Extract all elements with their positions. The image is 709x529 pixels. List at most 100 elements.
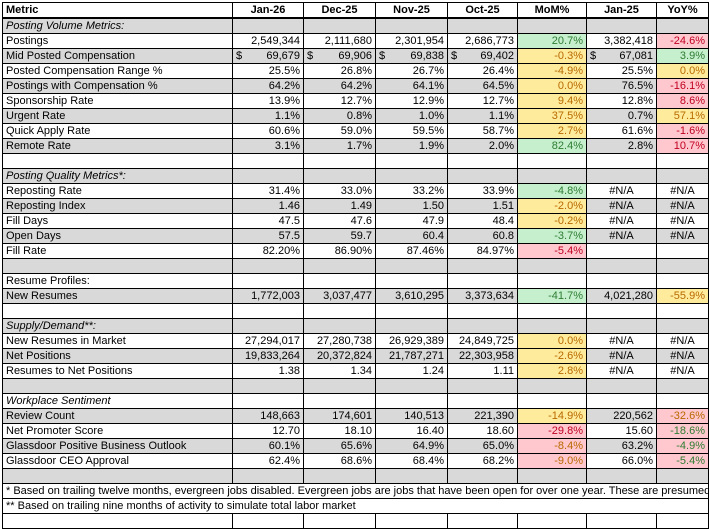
- value-dec-25[interactable]: 27,280,738: [303, 333, 376, 349]
- value-oct-25[interactable]: 221,390: [447, 408, 518, 424]
- value-jan-25[interactable]: 0.7%: [586, 108, 657, 124]
- value-dec-25[interactable]: 1.49: [303, 198, 376, 214]
- empty-cell[interactable]: [586, 378, 657, 394]
- value-jan-25[interactable]: #N/A: [586, 348, 657, 364]
- value-jan-26[interactable]: 27,294,017: [232, 333, 304, 349]
- empty-cell[interactable]: [303, 153, 376, 169]
- empty-cell[interactable]: [586, 468, 657, 484]
- value-dec-25[interactable]: 86.90%: [303, 243, 376, 259]
- value-nov-25[interactable]: 1.0%: [375, 108, 448, 124]
- value-oct-25[interactable]: 22,303,958: [447, 348, 518, 364]
- value-jan-26[interactable]: 19,833,264: [232, 348, 304, 364]
- value-mom[interactable]: -2.6%: [517, 348, 587, 364]
- value-yoy[interactable]: -16.1%: [656, 78, 709, 94]
- value-nov-25[interactable]: 21,787,271: [375, 348, 448, 364]
- value-jan-25[interactable]: 3,382,418: [586, 33, 657, 49]
- value-oct-25[interactable]: 48.4: [447, 213, 518, 229]
- value-jan-26[interactable]: 31.4%: [232, 183, 304, 199]
- value-yoy[interactable]: 3.9%: [656, 48, 709, 64]
- value-dec-25[interactable]: 47.6: [303, 213, 376, 229]
- value-mom[interactable]: -9.0%: [517, 453, 587, 469]
- empty-cell[interactable]: [656, 258, 709, 274]
- value-jan-25[interactable]: 4,021,280: [586, 288, 657, 304]
- value-yoy[interactable]: #N/A: [656, 183, 709, 199]
- metric-label[interactable]: Net Positions: [2, 348, 233, 364]
- column-header-jan-26[interactable]: Jan-26: [232, 2, 304, 19]
- value-jan-25[interactable]: 25.5%: [586, 63, 657, 79]
- empty-cell[interactable]: [303, 258, 376, 274]
- value-jan-25[interactable]: #N/A: [586, 213, 657, 229]
- empty-cell[interactable]: [303, 468, 376, 484]
- value-nov-25[interactable]: 47.9: [375, 213, 448, 229]
- value-mom[interactable]: -2.0%: [517, 198, 587, 214]
- value-dec-25[interactable]: 12.7%: [303, 93, 376, 109]
- metric-label[interactable]: Fill Days: [2, 213, 233, 229]
- empty-cell[interactable]: [232, 378, 304, 394]
- empty-cell[interactable]: [232, 468, 304, 484]
- metric-label[interactable]: Posted Compensation Range %: [2, 63, 233, 79]
- value-jan-26[interactable]: 148,663: [232, 408, 304, 424]
- empty-cell[interactable]: [447, 153, 518, 169]
- column-header-yoy-[interactable]: YoY%: [656, 2, 709, 19]
- empty-cell[interactable]: [2, 513, 233, 529]
- value-yoy[interactable]: #N/A: [656, 348, 709, 364]
- value-oct-25[interactable]: 64.5%: [447, 78, 518, 94]
- empty-cell[interactable]: [232, 393, 304, 409]
- metric-label[interactable]: Glassdoor CEO Approval: [2, 453, 233, 469]
- empty-cell[interactable]: [586, 273, 657, 289]
- empty-cell[interactable]: [375, 273, 448, 289]
- empty-cell[interactable]: [586, 17, 657, 34]
- value-oct-25[interactable]: 24,849,725: [447, 333, 518, 349]
- column-header-oct-25[interactable]: Oct-25: [447, 2, 518, 19]
- value-yoy[interactable]: #N/A: [656, 198, 709, 214]
- empty-cell[interactable]: [375, 303, 448, 319]
- empty-cell[interactable]: [232, 258, 304, 274]
- value-mom[interactable]: -3.7%: [517, 228, 587, 244]
- empty-cell[interactable]: [656, 318, 709, 334]
- column-header-nov-25[interactable]: Nov-25: [375, 2, 448, 19]
- value-jan-26[interactable]: 57.5: [232, 228, 304, 244]
- metric-label[interactable]: Postings: [2, 33, 233, 49]
- value-yoy[interactable]: -32.6%: [656, 408, 709, 424]
- empty-cell[interactable]: [586, 258, 657, 274]
- empty-cell[interactable]: [447, 303, 518, 319]
- value-nov-25[interactable]: 1.24: [375, 363, 448, 379]
- value-yoy[interactable]: 8.6%: [656, 93, 709, 109]
- value-nov-25[interactable]: 64.1%: [375, 78, 448, 94]
- value-jan-26[interactable]: 47.5: [232, 213, 304, 229]
- empty-cell[interactable]: [447, 168, 518, 184]
- empty-cell[interactable]: [586, 153, 657, 169]
- value-mom[interactable]: -4.8%: [517, 183, 587, 199]
- value-dec-25[interactable]: 59.7: [303, 228, 376, 244]
- empty-cell[interactable]: [375, 17, 448, 34]
- value-jan-26[interactable]: 13.9%: [232, 93, 304, 109]
- value-oct-25[interactable]: 58.7%: [447, 123, 518, 139]
- empty-cell[interactable]: [2, 468, 233, 484]
- empty-cell[interactable]: [303, 318, 376, 334]
- value-nov-25[interactable]: 16.40: [375, 423, 448, 439]
- value-nov-25[interactable]: 64.9%: [375, 438, 448, 454]
- metric-label[interactable]: Urgent Rate: [2, 108, 233, 124]
- value-jan-25[interactable]: #N/A: [586, 363, 657, 379]
- value-jan-25[interactable]: $67,081: [586, 48, 657, 64]
- value-jan-26[interactable]: 12.70: [232, 423, 304, 439]
- value-mom[interactable]: 9.4%: [517, 93, 587, 109]
- value-jan-26[interactable]: $69,679: [232, 48, 304, 64]
- metric-label[interactable]: New Resumes in Market: [2, 333, 233, 349]
- empty-cell[interactable]: [586, 393, 657, 409]
- value-nov-25[interactable]: 3,610,295: [375, 288, 448, 304]
- value-yoy[interactable]: -5.4%: [656, 453, 709, 469]
- value-jan-25[interactable]: 2.8%: [586, 138, 657, 154]
- value-nov-25[interactable]: 87.46%: [375, 243, 448, 259]
- empty-cell[interactable]: [303, 17, 376, 34]
- empty-cell[interactable]: [517, 17, 587, 34]
- empty-cell[interactable]: [2, 153, 233, 169]
- value-oct-25[interactable]: 1.11: [447, 363, 518, 379]
- value-jan-25[interactable]: 15.60: [586, 423, 657, 439]
- empty-cell[interactable]: [375, 153, 448, 169]
- empty-cell[interactable]: [232, 273, 304, 289]
- value-yoy[interactable]: -1.6%: [656, 123, 709, 139]
- value-yoy[interactable]: #N/A: [656, 213, 709, 229]
- empty-cell[interactable]: [232, 303, 304, 319]
- value-yoy[interactable]: -4.9%: [656, 438, 709, 454]
